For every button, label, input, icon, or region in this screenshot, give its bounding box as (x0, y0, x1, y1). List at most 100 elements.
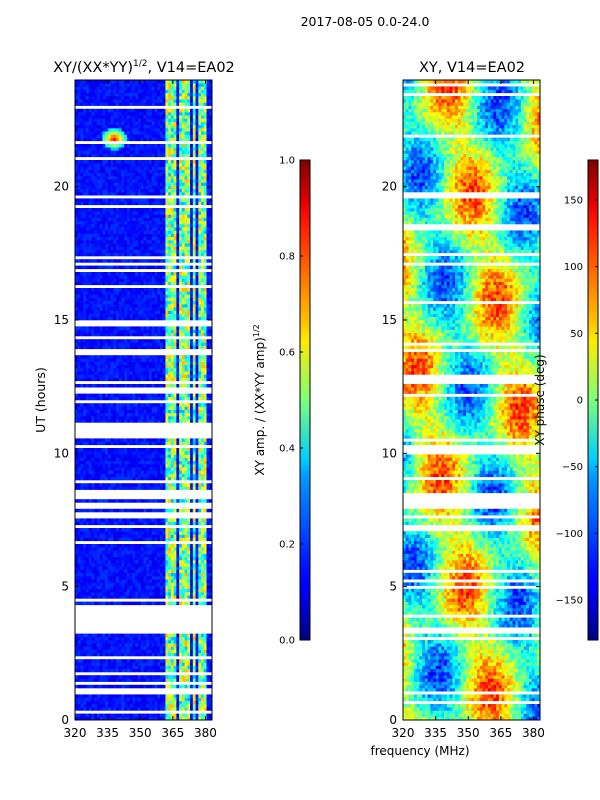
amplitude-cell (148, 339, 153, 343)
amplitude-cell (209, 569, 213, 574)
amplitude-cell (184, 329, 188, 334)
amplitude-cell (132, 368, 136, 372)
amplitude-cell (168, 416, 172, 420)
amplitude-cell (80, 316, 84, 321)
amplitude-cell (151, 716, 155, 721)
amplitude-cell (184, 544, 188, 548)
amplitude-cell (187, 508, 191, 513)
amplitude-cell (151, 531, 155, 535)
amplitude-cell (118, 633, 122, 638)
amplitude-cell (91, 300, 95, 305)
amplitude-cell (203, 636, 207, 641)
amplitude-cell (80, 716, 84, 721)
amplitude-cell (179, 662, 183, 666)
amplitude-cell (176, 259, 180, 263)
amplitude-cell (140, 467, 144, 471)
amplitude-cell (173, 534, 177, 538)
amplitude-cell (96, 374, 100, 378)
amplitude-cell (143, 553, 147, 558)
amplitude-cell (203, 467, 207, 471)
amplitude-cell (154, 451, 158, 455)
amplitude-cell (143, 646, 147, 650)
amplitude-cell (195, 553, 199, 558)
amplitude-cell (77, 508, 81, 513)
amplitude-cell (143, 476, 147, 481)
amplitude-cell (105, 566, 109, 570)
amplitude-cell (113, 412, 117, 417)
amplitude-cell (91, 409, 95, 414)
amplitude-cell (135, 368, 139, 372)
amplitude-cell (88, 659, 92, 663)
amplitude-cell (127, 297, 131, 302)
amplitude-cell (135, 563, 139, 567)
amplitude-cell (99, 694, 103, 698)
amplitude-cell (157, 339, 161, 343)
amplitude-cell (195, 694, 199, 698)
amplitude-cell (99, 409, 103, 414)
amplitude-cell (83, 534, 87, 538)
amplitude-cell (154, 438, 158, 442)
amplitude-cell (80, 329, 84, 334)
amplitude-cell (105, 272, 109, 276)
amplitude-cell (179, 310, 183, 314)
amplitude-cell (209, 377, 213, 382)
amplitude-cell (96, 441, 100, 446)
amplitude-cell (206, 646, 210, 650)
amplitude-cell (184, 368, 188, 372)
amplitude-cell (75, 531, 79, 535)
amplitude-cell (187, 521, 191, 526)
amplitude-cell (190, 476, 194, 481)
amplitude-cell (165, 368, 169, 372)
amplitude-cell (148, 566, 153, 570)
amplitude-cell (168, 684, 172, 689)
amplitude-cell (154, 329, 158, 334)
amplitude-cell (190, 272, 194, 276)
amplitude-cell (206, 499, 210, 503)
amplitude-cell (192, 601, 196, 606)
amplitude-cell (176, 646, 180, 650)
amplitude-cell (162, 448, 166, 452)
amplitude-cell (151, 304, 155, 308)
amplitude-cell (110, 291, 114, 295)
amplitude-cell (121, 454, 125, 458)
amplitude-cell (91, 259, 95, 263)
amplitude-cell (176, 707, 180, 711)
amplitude-cell (135, 358, 139, 362)
amplitude-cell (187, 563, 191, 567)
amplitude-cell (96, 595, 100, 599)
amplitude-cell (107, 566, 111, 570)
amplitude-cell (173, 678, 177, 682)
amplitude-cell (173, 473, 177, 478)
amplitude-cell (187, 531, 191, 535)
amplitude-cell (138, 451, 142, 455)
amplitude-cell (206, 563, 210, 567)
amplitude-cell (132, 364, 136, 369)
amplitude-cell (113, 361, 117, 366)
amplitude-cell (129, 291, 133, 295)
amplitude-cell (96, 473, 100, 478)
amplitude-cell (209, 508, 213, 513)
amplitude-cell (159, 646, 163, 650)
amplitude-cell (173, 646, 177, 650)
amplitude-cell (127, 684, 131, 689)
amplitude-cell (143, 377, 147, 382)
amplitude-cell (140, 291, 144, 295)
amplitude-cell (179, 377, 183, 382)
amplitude-cell (162, 569, 166, 574)
amplitude-cell (159, 521, 163, 526)
amplitude-cell (146, 518, 150, 522)
amplitude-cell (148, 441, 153, 446)
amplitude-cell (77, 265, 81, 270)
amplitude-cell (121, 297, 125, 302)
amplitude-cell (173, 576, 177, 580)
amplitude-cell (184, 521, 188, 526)
amplitude-cell (192, 476, 196, 481)
amplitude-cell (124, 560, 128, 564)
amplitude-cell (129, 374, 133, 378)
amplitude-cell (96, 483, 100, 487)
amplitude-cell (165, 553, 169, 558)
amplitude-cell (129, 412, 133, 417)
amplitude-cell (201, 566, 205, 570)
amplitude-cell (99, 345, 103, 350)
amplitude-cell (165, 470, 169, 474)
